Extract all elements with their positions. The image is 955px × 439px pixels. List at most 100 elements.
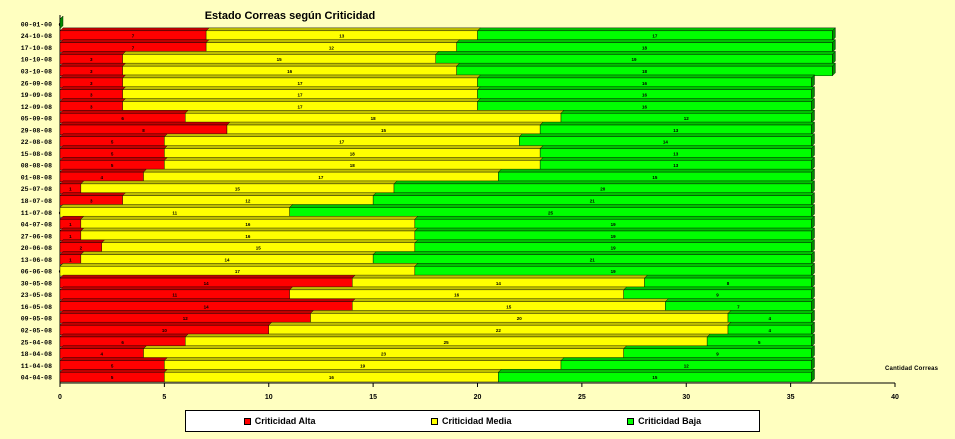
category-label: 22-08-08 [21,139,52,146]
bar-value-label: 10 [162,328,168,333]
legend-swatch-baja [627,417,635,425]
bar-value-label: 19 [611,222,617,227]
bar-top-face [122,51,440,55]
category-label: 18-04-08 [21,351,52,358]
bar-value-label: 17 [298,93,304,98]
category-label: 26-09-08 [21,80,52,87]
bar-value-label: 14 [204,281,210,286]
bar-value-label: 1 [69,234,72,239]
bar-value-label: 15 [256,246,262,251]
bar-top-face [414,216,815,220]
bar-value-label: 15 [381,128,387,133]
bar-top-face [706,333,815,338]
bar-top-face [59,251,85,255]
legend-swatch-alta [243,417,251,425]
bar-value-label: 7 [132,45,135,50]
bar-top-face [351,274,648,279]
bar-value-label: 1 [69,257,72,262]
bar-top-face [59,227,85,232]
bar-top-face [59,333,189,338]
bar-top-face [560,357,815,361]
bar-top-face [59,298,356,302]
bar-top-face [226,121,544,126]
category-label: 24-10-08 [21,33,52,40]
bar-side-face [811,286,815,301]
category-label: 18-07-08 [21,198,52,205]
bar-value-label: 14 [204,304,210,309]
bar-top-face [80,251,377,255]
bar-side-face [811,368,815,383]
bar-value-label: 19 [632,57,638,62]
bar-value-label: 16 [454,293,460,298]
bar-top-face [59,192,127,196]
legend-item-alta: Criticidad Alta [243,416,315,426]
legend-item-baja: Criticidad Baja [627,416,701,426]
bar-value-label: 16 [642,104,648,109]
bar-value-label: 18 [642,69,648,74]
bar-value-label: 12 [329,45,335,50]
legend-swatch-media [431,417,439,425]
bar-top-face [59,216,85,220]
bar-side-face [811,251,815,265]
bar-top-face [727,310,815,314]
category-label: 11-04-08 [21,363,52,370]
bar-value-label: 18 [371,116,377,121]
bar-value-label: 25 [548,210,554,215]
category-label: 11-07-08 [21,210,52,217]
bar-side-face [811,180,815,195]
bar-top-face [518,133,815,138]
bar-top-face [59,321,273,326]
bar-value-label: 18 [350,163,356,168]
bar-value-label: 21 [590,257,596,262]
bar-side-face [811,333,815,348]
bar-value-label: 23 [381,352,387,357]
category-label: 04-04-08 [21,375,52,382]
bar-top-face [539,121,815,126]
bar-top-face [644,274,815,279]
bar-top-face [122,62,461,67]
category-label: 23-05-08 [21,292,52,299]
bar-value-label: 19 [360,363,366,368]
bar-value-label: 19 [611,234,617,239]
bar-top-face [143,345,628,349]
category-label: 08-08-08 [21,163,52,170]
bar-top-face [477,86,815,90]
bar-top-face [59,263,419,267]
x-tick-label: 25 [578,394,586,401]
bar-side-face [811,203,815,218]
bar-value-label: 15 [652,175,658,180]
bar-top-face [163,369,502,373]
x-tick-label: 20 [474,394,482,401]
bar-value-label: 17 [298,104,304,109]
category-label: 10-10-08 [21,57,52,64]
bar-top-face [80,180,398,185]
bar-top-face [414,227,815,232]
category-label: 17-10-08 [21,45,52,52]
bar-value-label: 13 [673,151,679,156]
x-axis-label: Cantidad Correas [885,366,939,372]
bar-side-face [811,309,815,324]
bar-side-face [811,227,815,242]
bar-top-face [477,27,836,32]
bar-value-label: 19 [611,269,617,274]
bar-top-face [351,298,669,302]
bar-value-label: 14 [663,140,669,145]
bar-side-face [811,74,815,89]
bar-top-face [372,192,815,196]
bar-top-face [122,98,481,102]
category-label: 20-06-08 [21,245,52,252]
bar-value-label: 5 [111,363,114,368]
bar-value-label: 13 [339,34,345,39]
bar-top-face [497,168,815,173]
category-label: 27-06-08 [21,233,52,240]
bar-top-face [435,51,836,55]
bar-top-face [163,133,523,138]
category-label: 29-08-08 [21,127,52,134]
bar-side-face [832,62,836,77]
bar-value-label: 16 [245,222,251,227]
bar-side-face [811,357,815,371]
bar-value-label: 9 [716,293,719,298]
bar-side-face [811,215,815,230]
bar-side-face [811,345,815,359]
bar-value-label: 18 [642,45,648,50]
